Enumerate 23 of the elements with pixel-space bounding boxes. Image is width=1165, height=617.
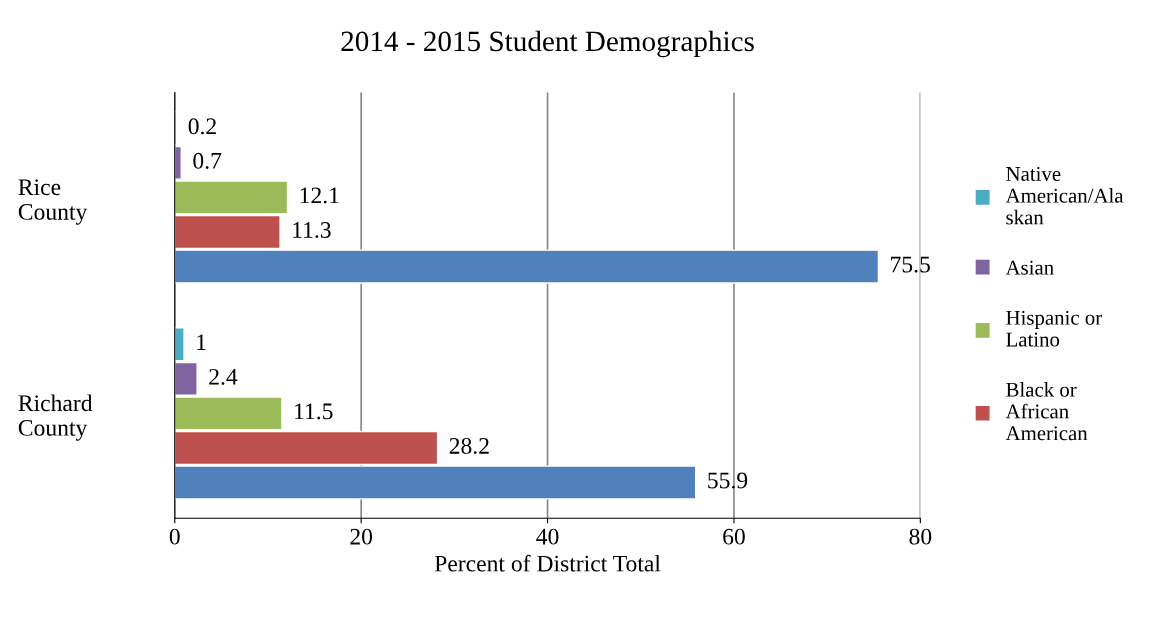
x-tick-label: 40	[536, 528, 559, 545]
data-label: 55.9	[708, 472, 748, 489]
x-tick-label: 60	[723, 528, 745, 545]
data-label: 1	[197, 334, 206, 350]
legend-label: Black or African American	[1005, 382, 1088, 441]
data-label: 12.1	[300, 187, 339, 204]
data-label: 0.7	[193, 152, 222, 169]
data-label: 2.4	[209, 368, 238, 385]
legend-label: Hispanic or Latino	[1006, 310, 1102, 347]
x-tick-label: 20	[350, 528, 373, 545]
data-label: 11.5	[295, 403, 333, 420]
data-label: 0.2	[188, 118, 216, 135]
x-axis-title: Percent of District Total	[434, 554, 661, 572]
x-tick-label: 0	[169, 528, 180, 545]
y-tick-label: Rice County	[18, 179, 88, 225]
data-label: 11.3	[293, 222, 331, 238]
x-tick-label: 80	[909, 528, 932, 545]
legend-label: Native American/Ala skan	[1005, 166, 1124, 225]
y-tick-label: Richard County	[18, 394, 93, 441]
data-label: 28.2	[449, 437, 489, 454]
chart-title: 2014 - 2015 Student Demographics	[341, 30, 754, 58]
legend-label: Asian	[1005, 260, 1054, 275]
data-label: 75.5	[891, 256, 930, 273]
